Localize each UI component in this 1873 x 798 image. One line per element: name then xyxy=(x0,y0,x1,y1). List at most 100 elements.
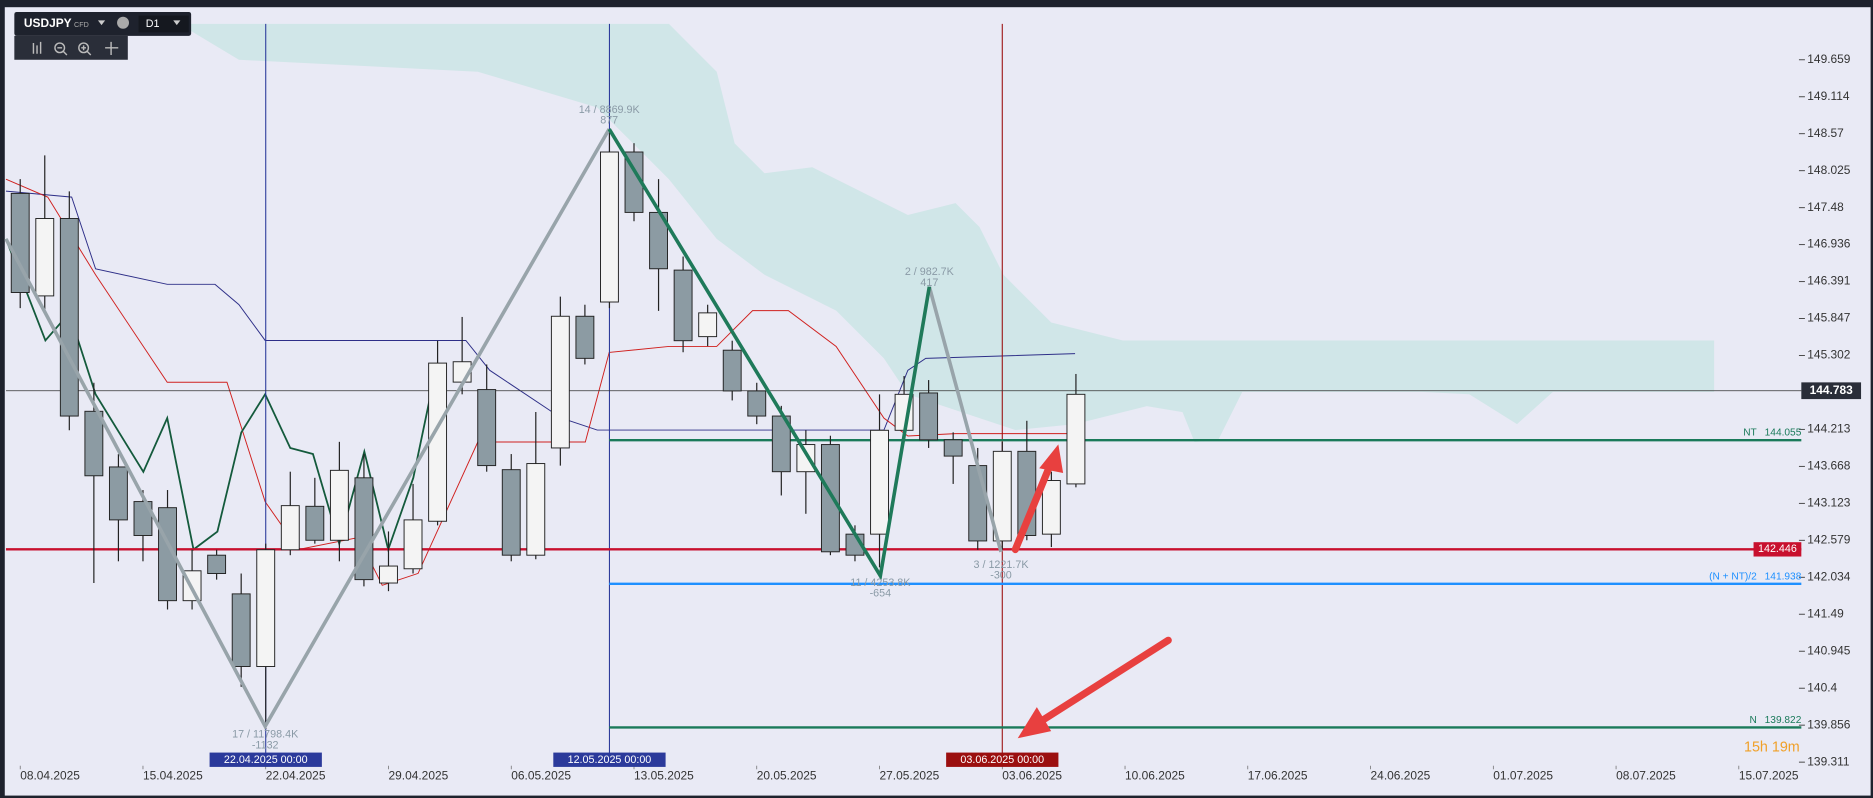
y-tick-label: 144.213 xyxy=(1807,422,1851,436)
zigzag-green xyxy=(607,128,932,581)
candle-body xyxy=(870,429,889,535)
x-tick-label: 29.04.2025 xyxy=(388,769,448,783)
y-tick-label: 148.025 xyxy=(1807,163,1851,177)
candle-body xyxy=(59,218,79,417)
annotation: 2 / 982.7K xyxy=(905,266,955,278)
candle-body xyxy=(329,469,349,541)
tenkan-line xyxy=(5,178,1076,586)
zigzag-gray xyxy=(927,286,1003,553)
y-tick-label: 140.4 xyxy=(1807,680,1837,694)
toolbar[interactable]: USDJPY CFD D1 xyxy=(14,11,192,60)
annotation: 11 / 4253.8K xyxy=(850,577,911,589)
x-tick-label: 15.04.2025 xyxy=(143,769,203,783)
y-tick-label: 143.123 xyxy=(1807,496,1851,510)
candle-body xyxy=(747,390,767,417)
candle-body xyxy=(1041,480,1061,535)
y-tick-label: 149.114 xyxy=(1807,89,1850,103)
candle-body xyxy=(820,444,840,553)
x-tick-label: 06.05.2025 xyxy=(511,769,571,783)
marker-label-box xyxy=(553,752,666,767)
last-price-box xyxy=(1801,382,1862,400)
level-value: 142.446 xyxy=(1758,543,1797,555)
y-tick-label: 141.49 xyxy=(1807,606,1844,620)
y-tick-label: 147.48 xyxy=(1807,200,1844,214)
annotation-sub: 877 xyxy=(600,115,618,127)
x-tick-label: 15.07.2025 xyxy=(1739,769,1799,783)
kijun-line xyxy=(5,190,1076,431)
x-tick-label: 24.06.2025 xyxy=(1371,769,1431,783)
candle-body xyxy=(108,466,128,521)
candle-body xyxy=(207,554,227,574)
annotation-sub: -654 xyxy=(870,588,892,600)
x-tick-label: 10.06.2025 xyxy=(1125,769,1185,783)
marker-label: 03.06.2025 00:00 xyxy=(960,754,1044,766)
plot xyxy=(5,23,1802,765)
level-name: NT xyxy=(1743,428,1757,439)
timeframe[interactable]: D1 xyxy=(146,18,160,30)
annotation-sub: -300 xyxy=(990,570,1012,582)
y-tick-label: 140.945 xyxy=(1807,643,1851,657)
annotation-sub: -1132 xyxy=(252,739,279,751)
annotation: 17 / 11798.4K xyxy=(232,729,299,741)
y-tick-label: 145.302 xyxy=(1807,348,1851,362)
symbol-tag: CFD xyxy=(74,21,89,29)
x-tick-label: 03.06.2025 xyxy=(1002,769,1062,783)
y-tick-label: 142.579 xyxy=(1807,532,1851,546)
level-name: (N + NT)/2 xyxy=(1709,571,1757,582)
level-label-box xyxy=(1753,542,1802,557)
x-tick-label: 13.05.2025 xyxy=(634,769,694,783)
x-tick-label: 01.07.2025 xyxy=(1493,769,1553,783)
x-tick-label: 27.05.2025 xyxy=(880,769,940,783)
y-tick-label: 142.034 xyxy=(1807,569,1851,583)
zigzag-gray xyxy=(4,128,611,730)
candle-body xyxy=(698,312,718,338)
arrow xyxy=(1011,444,1172,739)
candle-body xyxy=(354,477,374,581)
candle-body xyxy=(943,439,963,457)
candle-body xyxy=(428,362,448,522)
marker-label: 12.05.2025 00:00 xyxy=(568,754,652,766)
y-tick-label: 146.936 xyxy=(1807,237,1851,251)
candle-body xyxy=(84,410,104,477)
last-price-label: 144.783 xyxy=(1810,383,1854,397)
x-tick-label: 22.04.2025 xyxy=(266,769,326,783)
y-tick-label: 146.391 xyxy=(1807,274,1851,288)
marker-label-box xyxy=(209,752,322,767)
annotation-sub: 417 xyxy=(920,277,938,289)
candle-body xyxy=(133,501,153,536)
candle-body xyxy=(501,469,521,556)
candle-body xyxy=(673,269,693,342)
y-tick-label: 148.57 xyxy=(1807,126,1844,140)
ichimoku-cloud xyxy=(179,23,1715,443)
candle-body xyxy=(526,463,546,556)
level-value: 139.822 xyxy=(1765,715,1802,726)
y-tick-label: 139.856 xyxy=(1807,717,1851,731)
y-tick-label: 149.659 xyxy=(1807,52,1851,66)
candle-body xyxy=(600,151,619,303)
candle-body xyxy=(722,349,742,392)
marker-label: 22.04.2025 00:00 xyxy=(224,754,308,766)
candle-body xyxy=(10,192,30,293)
candle-body xyxy=(35,218,55,297)
candle-body xyxy=(968,465,988,542)
x-tick-label: 08.04.2025 xyxy=(20,769,80,783)
marker-label-box xyxy=(946,752,1059,767)
y-tick-label: 139.311 xyxy=(1807,754,1850,768)
candle-body xyxy=(575,315,595,359)
annotation: 3 / 1221.7K xyxy=(974,559,1030,571)
candle-body xyxy=(403,519,423,570)
level-value: 141.938 xyxy=(1765,571,1802,582)
candle-body xyxy=(919,392,939,441)
candle-body xyxy=(305,505,325,541)
candle-body xyxy=(477,389,497,467)
x-tick-label: 20.05.2025 xyxy=(757,769,817,783)
level-value: 144.055 xyxy=(1765,428,1802,439)
candle-body xyxy=(992,450,1012,542)
candle-body xyxy=(256,549,276,667)
candle-body xyxy=(231,593,251,667)
candle-body xyxy=(550,315,570,449)
symbol[interactable]: USDJPY xyxy=(24,16,72,30)
candle-body xyxy=(379,565,398,584)
